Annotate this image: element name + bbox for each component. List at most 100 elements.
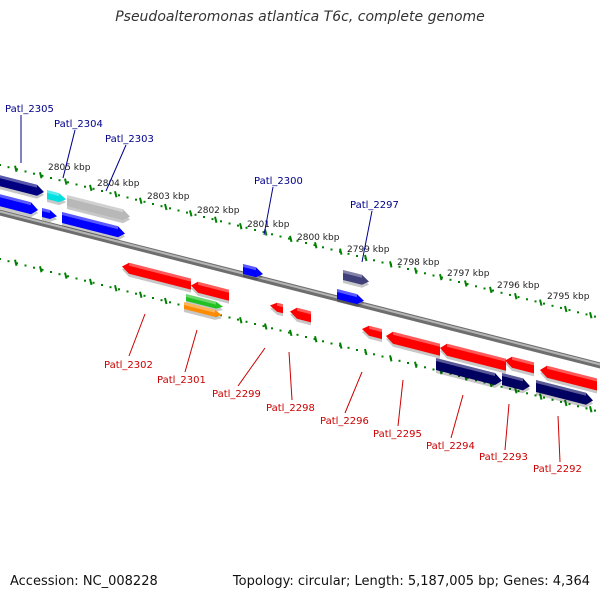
lower-track-dot: [432, 368, 435, 371]
upper-track-dot: [211, 218, 214, 221]
upper-track-dot: [526, 298, 528, 301]
gene-arrow-reverse-body: [362, 325, 382, 340]
lower-track-dot: [356, 349, 358, 351]
lower-track-tick: [389, 355, 393, 362]
lower-track-dot: [305, 336, 307, 338]
forward-gene-leader-line: [361, 210, 373, 263]
lower-track-tick: [314, 336, 318, 343]
lower-track-dot: [509, 387, 511, 390]
kbp-label: 2805 kbp: [48, 163, 91, 173]
lower-track-dot: [50, 271, 52, 273]
accession-text: Accession: NC_008228: [10, 574, 158, 589]
upper-track-dot: [356, 255, 358, 257]
gene-arrow-forward: [47, 190, 66, 206]
forward-gene-leader-line: [105, 144, 127, 192]
upper-track-dot: [458, 281, 460, 283]
gene-arrow-reverse: [290, 307, 311, 326]
lower-track-dot: [237, 318, 239, 321]
lower-track-tick: [289, 329, 293, 337]
map-title: Pseudoalteromonas atlantica T6c, complet…: [115, 9, 485, 25]
lower-track-tick: [14, 259, 18, 267]
lower-track-tick: [239, 316, 243, 324]
upper-track-tick: [289, 235, 293, 243]
reverse-gene-leader-line: [128, 313, 146, 357]
upper-track-dot: [475, 285, 477, 288]
lower-track-dot: [313, 338, 316, 341]
kbp-label: 2799 kbp: [347, 245, 390, 255]
lower-track-dot: [492, 383, 494, 386]
lower-track-dot: [517, 390, 520, 393]
gene-arrow-reverse-body: [184, 302, 222, 317]
lower-track-tick: [414, 361, 418, 368]
gene-arrow-reverse-highlight: [129, 262, 191, 282]
upper-track-tick: [389, 261, 393, 268]
gene-arrow-reverse: [362, 325, 382, 343]
upper-track-tick: [39, 171, 43, 179]
lower-track-dot: [449, 372, 452, 375]
forward-gene-leader-line: [263, 186, 274, 236]
gene-arrow-reverse-highlight: [502, 373, 523, 382]
lower-track-tick: [64, 272, 68, 279]
upper-track-dot: [466, 283, 469, 286]
upper-track-dot: [543, 302, 545, 305]
reverse-gene-label: Patl_2294: [426, 441, 475, 452]
reverse-gene-leader-line: [344, 371, 363, 414]
lower-track-dot: [424, 366, 426, 369]
gene-arrow-reverse-body: [502, 373, 530, 391]
upper-track-dot: [296, 239, 299, 242]
upper-track-dot: [313, 244, 316, 247]
upper-track-dot: [585, 313, 588, 316]
reverse-gene-label: Patl_2301: [157, 375, 206, 386]
upper-track-tick: [589, 312, 593, 319]
upper-track-dot: [92, 187, 95, 190]
upper-track-tick: [239, 222, 243, 230]
upper-track-dot: [16, 168, 18, 171]
gene-arrow-reverse: [505, 356, 534, 377]
gene-arrow-reverse-body: [290, 307, 311, 323]
gene-arrow-forward: [243, 264, 263, 281]
gene-arrow-forward-highlight: [0, 194, 31, 206]
lower-track-dot: [568, 403, 571, 406]
upper-track-dot: [594, 315, 596, 318]
upper-track-dot: [186, 211, 188, 214]
lower-track-tick: [339, 342, 343, 349]
gene-arrow-reverse-body: [386, 331, 440, 356]
gene-arrow-reverse-highlight: [393, 331, 440, 347]
upper-track-dot: [101, 190, 103, 192]
upper-track-tick: [64, 178, 68, 185]
lower-track-dot: [543, 396, 545, 399]
reverse-gene-leader-line: [184, 329, 198, 373]
kbp-label: 2796 kbp: [497, 281, 540, 291]
forward-gene-label: Patl_2303: [105, 134, 154, 145]
lower-track-dot: [551, 398, 554, 401]
gene-arrow-reverse: [536, 380, 593, 408]
upper-track-dot: [322, 246, 324, 249]
lower-track-tick: [264, 323, 268, 330]
upper-track-dot: [0, 164, 1, 166]
kbp-scale-labels: 2805 kbp 2804 kbp 2803 kbp 2802 kbp 2801 kbp…: [48, 163, 590, 302]
lower-track-dot: [330, 342, 333, 345]
upper-track-tick: [139, 197, 143, 204]
lower-track-dot: [92, 281, 95, 284]
upper-track-tick: [414, 267, 418, 274]
upper-track-dot: [568, 309, 571, 312]
upper-track-tick: [489, 286, 493, 294]
lower-track-dot: [0, 258, 1, 260]
upper-track-tick: [189, 210, 193, 217]
lower-track-tick: [364, 348, 368, 356]
upper-track-tick: [164, 203, 168, 211]
reverse-gene-label: Patl_2299: [212, 389, 261, 400]
gene-arrow-reverse-body: [536, 380, 593, 405]
lower-track-dot: [152, 297, 154, 299]
upper-track-dot: [424, 272, 426, 275]
lower-track-dot: [118, 288, 120, 291]
upper-track-dot: [135, 198, 137, 201]
upper-track-dot: [50, 177, 52, 179]
gene-arrow-reverse-highlight: [369, 325, 382, 333]
upper-track-dot: [203, 216, 205, 218]
gene-arrow-forward-body: [0, 194, 38, 215]
backbone: [0, 209, 600, 369]
upper-track-tick: [439, 273, 443, 281]
reverse-gene-label: Patl_2302: [104, 360, 153, 371]
